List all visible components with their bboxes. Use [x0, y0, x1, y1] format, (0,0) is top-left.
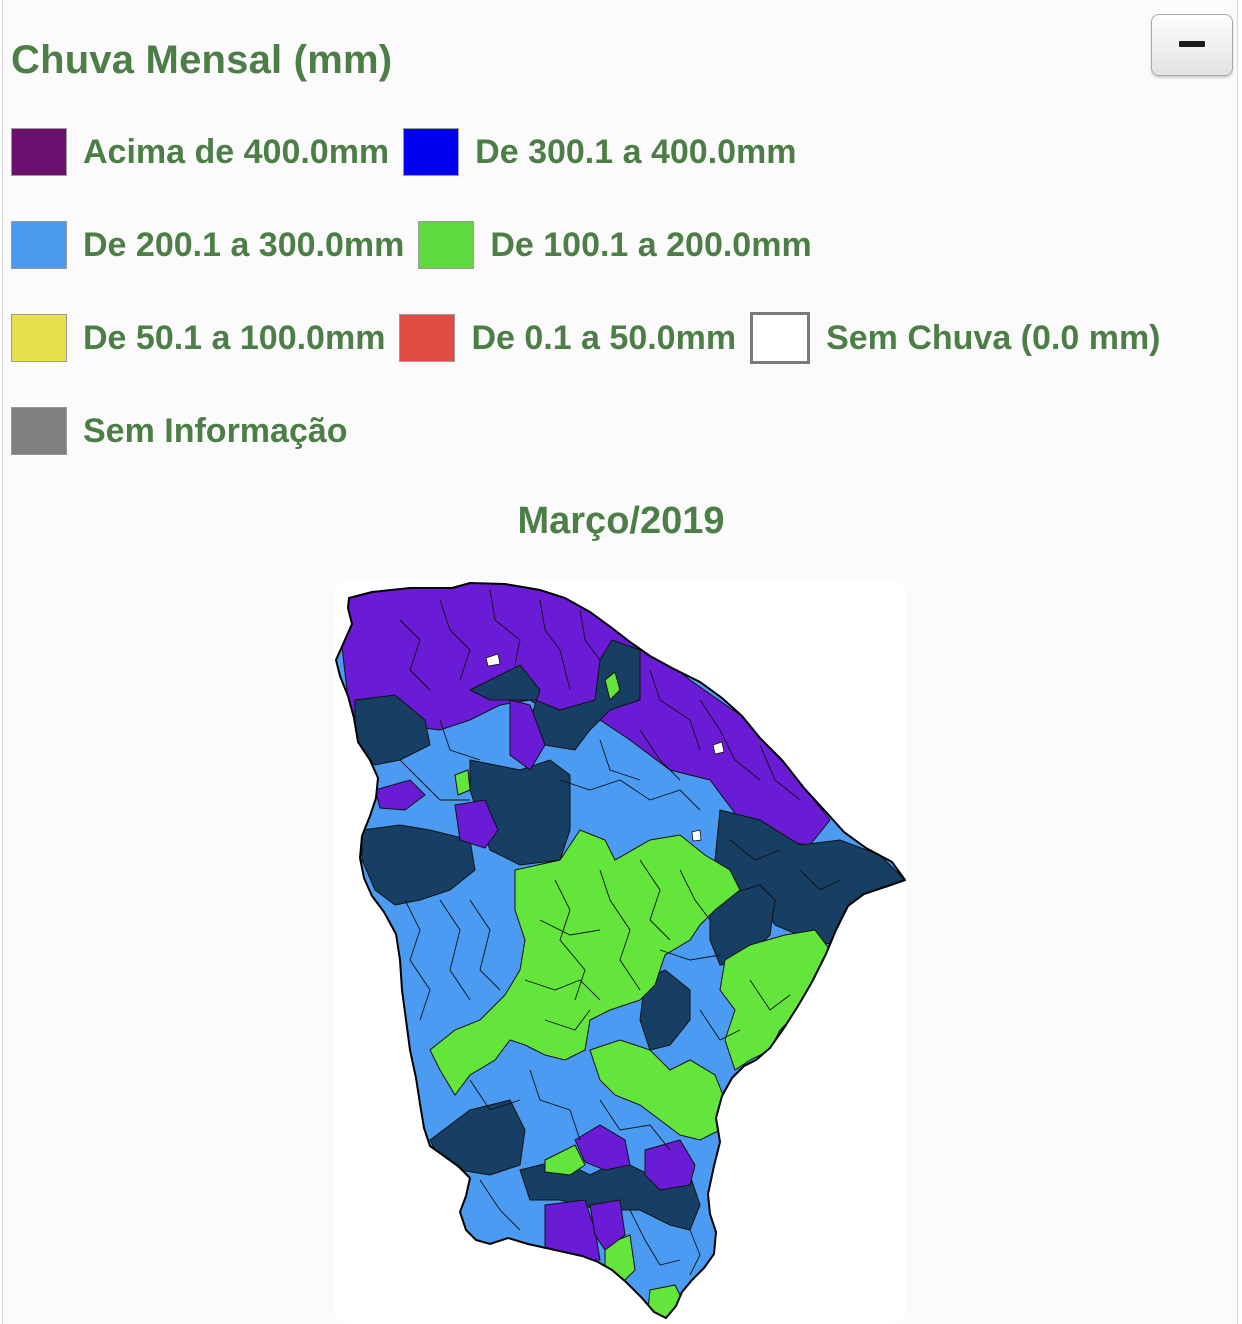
legend-row-2: De 200.1 a 300.0mm De 100.1 a 200.0mm: [11, 219, 826, 271]
legend-row-1: Acima de 400.0mm De 300.1 a 400.0mm: [11, 126, 811, 178]
legend-label-200-300: De 200.1 a 300.0mm: [83, 225, 405, 264]
legend-label-50-100: De 50.1 a 100.0mm: [83, 318, 386, 357]
region-southeast-green: [719, 929, 831, 1071]
region-south-purple-4: [589, 1199, 626, 1251]
legend-swatch-100-200: [418, 221, 475, 269]
legend-row-3: De 50.1 a 100.0mm De 0.1 a 50.0mm Sem Ch…: [11, 312, 1175, 364]
legend-item-300-400: De 300.1 a 400.0mm: [403, 128, 797, 176]
region-small-green-5: [454, 769, 471, 796]
legend-swatch-300-400: [403, 128, 460, 176]
region-small-green-1: [544, 1144, 586, 1176]
state-rainfall-map: [335, 582, 906, 1319]
legend-label-0-50: De 0.1 a 50.0mm: [471, 318, 737, 357]
legend-swatch-50-100: [11, 314, 67, 362]
region-purple-inner-1: [454, 799, 499, 849]
legend-swatch-200-300: [11, 221, 67, 269]
legend-label-no-rain: Sem Chuva (0.0 mm): [826, 318, 1161, 357]
region-small-green-4: [604, 671, 621, 701]
region-south-purple-1: [574, 1124, 631, 1171]
legend-item-0-50: De 0.1 a 50.0mm: [399, 314, 736, 362]
legend-swatch-no-rain: [750, 312, 811, 364]
legend-item-no-rain: Sem Chuva (0.0 mm): [750, 312, 1161, 364]
legend-label-above-400: Acima de 400.0mm: [83, 132, 390, 171]
collapse-button[interactable]: [1151, 14, 1233, 76]
minus-icon: [1179, 41, 1205, 47]
legend-item-100-200: De 100.1 a 200.0mm: [418, 221, 812, 269]
region-west-navy: [361, 824, 476, 906]
region-purple-inner-2: [374, 779, 426, 811]
legend-label-100-200: De 100.1 a 200.0mm: [490, 225, 812, 264]
legend-label-no-info: Sem Informação: [83, 411, 348, 450]
legend-item-50-100: De 50.1 a 100.0mm: [11, 314, 385, 362]
legend-item-above-400: Acima de 400.0mm: [11, 128, 389, 176]
legend-item-no-info: Sem Informação: [11, 407, 348, 455]
panel-title: Chuva Mensal (mm): [11, 38, 393, 82]
region-south-center-navy: [639, 969, 691, 1051]
legend-label-300-400: De 300.1 a 400.0mm: [475, 132, 797, 171]
legend-swatch-above-400: [11, 128, 67, 176]
region-white-3: [691, 829, 702, 842]
legend-swatch-no-info: [11, 407, 67, 455]
legend-item-200-300: De 200.1 a 300.0mm: [11, 221, 404, 269]
region-purple-inner-3: [509, 699, 546, 771]
region-south-purple-2: [644, 1139, 696, 1191]
region-white-2: [712, 741, 725, 755]
region-white-1: [485, 653, 501, 667]
legend-row-4: Sem Informação: [11, 405, 362, 457]
map-title: Março/2019: [517, 500, 725, 542]
region-central-green: [429, 829, 741, 1096]
legend-swatch-0-50: [399, 314, 456, 362]
municipality-borders: [399, 589, 841, 1276]
